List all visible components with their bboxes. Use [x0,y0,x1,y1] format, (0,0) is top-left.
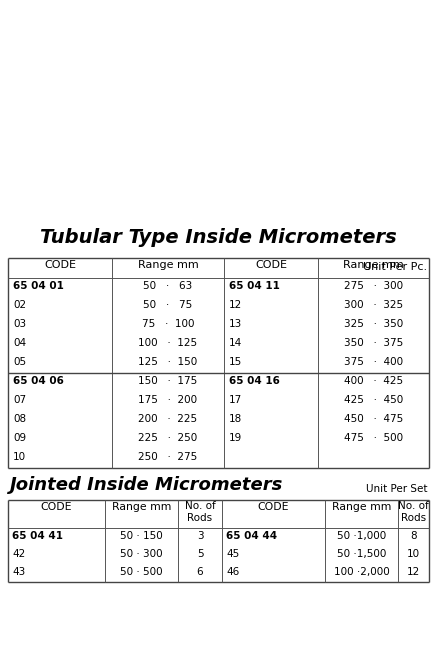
Text: 325   ·  350: 325 · 350 [344,319,403,329]
Text: 45: 45 [226,549,239,559]
Text: 65 04 44: 65 04 44 [226,531,277,541]
Text: 03: 03 [13,319,26,329]
Text: 8: 8 [410,531,417,541]
Text: 65 04 11: 65 04 11 [229,281,280,291]
Text: 65 04 41: 65 04 41 [12,531,63,541]
Text: 6: 6 [197,567,203,577]
Text: CODE: CODE [258,502,289,512]
Text: 08: 08 [13,414,26,424]
Text: 3: 3 [197,531,203,541]
Text: Unit Per Pc.: Unit Per Pc. [363,262,427,272]
Text: 65 04 06: 65 04 06 [13,376,64,386]
Text: 65 04 16: 65 04 16 [229,376,280,386]
Text: 02: 02 [13,300,26,310]
Text: 300   ·  325: 300 · 325 [344,300,403,310]
Text: 13: 13 [229,319,242,329]
Text: 375   ·  400: 375 · 400 [344,357,403,367]
Text: 250   ·  275: 250 · 275 [139,452,198,462]
Text: 15: 15 [229,357,242,367]
Text: 275   ·  300: 275 · 300 [344,281,403,291]
Text: 10: 10 [13,452,26,462]
Text: 04: 04 [13,338,26,348]
Text: 400   ·  425: 400 · 425 [344,376,403,386]
Text: 50 · 500: 50 · 500 [120,567,163,577]
Text: 175   ·  200: 175 · 200 [139,395,198,405]
Text: 50 · 150: 50 · 150 [120,531,163,541]
Text: 350   ·  375: 350 · 375 [344,338,403,348]
Text: CODE: CODE [255,260,287,270]
Text: 50 ·1,000: 50 ·1,000 [337,531,386,541]
Text: 07: 07 [13,395,26,405]
Text: Range mm: Range mm [138,260,198,270]
Text: CODE: CODE [44,260,76,270]
Text: 18: 18 [229,414,242,424]
Text: 50   ·   63: 50 · 63 [143,281,193,291]
Text: No. of
Rods: No. of Rods [184,501,215,523]
Text: 150   ·  175: 150 · 175 [139,376,198,386]
Text: 46: 46 [226,567,239,577]
Text: 12: 12 [407,567,420,577]
Text: Tubular Type Inside Micrometers: Tubular Type Inside Micrometers [40,228,397,247]
Text: 05: 05 [13,357,26,367]
Text: 17: 17 [229,395,242,405]
Text: 50 · 300: 50 · 300 [120,549,163,559]
Text: 42: 42 [12,549,25,559]
Text: Range mm: Range mm [332,502,391,512]
Text: 200   ·  225: 200 · 225 [139,414,198,424]
Text: 100 ·2,000: 100 ·2,000 [333,567,389,577]
Text: 12: 12 [229,300,242,310]
Text: No. of
Rods: No. of Rods [398,501,429,523]
Text: 50 ·1,500: 50 ·1,500 [337,549,386,559]
Text: Unit Per Set: Unit Per Set [365,484,427,494]
Text: 475   ·  500: 475 · 500 [344,433,403,443]
Text: 450   ·  475: 450 · 475 [344,414,403,424]
Text: 425   ·  450: 425 · 450 [344,395,403,405]
Text: 09: 09 [13,433,26,443]
Text: 75   ·  100: 75 · 100 [142,319,194,329]
Text: 14: 14 [229,338,242,348]
Text: 225   ·  250: 225 · 250 [139,433,198,443]
Text: 43: 43 [12,567,25,577]
Text: 50   ·   75: 50 · 75 [143,300,193,310]
Text: 5: 5 [197,549,203,559]
Text: 100   ·  125: 100 · 125 [139,338,198,348]
Text: 10: 10 [407,549,420,559]
Text: Range mm: Range mm [343,260,404,270]
Text: 125   ·  150: 125 · 150 [139,357,198,367]
Text: 65 04 01: 65 04 01 [13,281,64,291]
Text: CODE: CODE [41,502,72,512]
Text: 19: 19 [229,433,242,443]
Text: Range mm: Range mm [112,502,171,512]
Text: Jointed Inside Micrometers: Jointed Inside Micrometers [10,476,283,494]
